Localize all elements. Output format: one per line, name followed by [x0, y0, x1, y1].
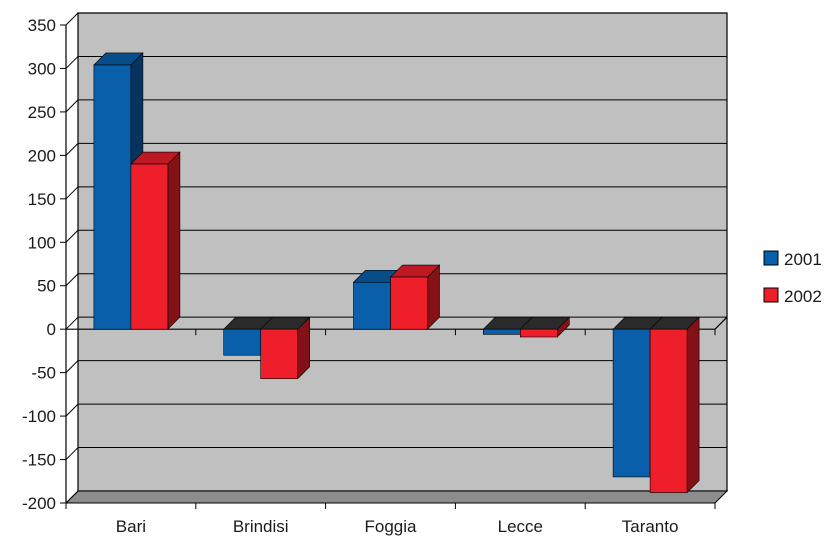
- x-tick-label: Brindisi: [233, 517, 289, 536]
- bar-front: [223, 328, 261, 356]
- gridline-connector: [65, 12, 79, 26]
- y-tick-label: 300: [28, 59, 56, 78]
- bar-front: [482, 328, 521, 335]
- bar-foggia-2002: [389, 264, 441, 330]
- bar-side: [167, 151, 181, 330]
- y-axis: 350 300 250 200 150 100 50 0 -50 -100 -150 -200: [22, 16, 67, 513]
- gridline-connector: [65, 403, 79, 417]
- legend-label-2002: 2002: [784, 287, 822, 306]
- legend-label-2001: 2001: [784, 250, 822, 269]
- plot-area: [64, 12, 729, 504]
- y-tick-label: -50: [31, 364, 56, 383]
- x-tick-label: Foggia: [365, 517, 418, 536]
- bar-side: [686, 316, 700, 494]
- gridline-connector: [65, 273, 79, 287]
- gridline-connector: [65, 447, 79, 460]
- y-tick-label: 100: [28, 233, 56, 252]
- bar-front: [649, 328, 688, 493]
- bar-front: [390, 276, 428, 330]
- bar-bari-2002: [130, 151, 181, 330]
- bar-front: [519, 328, 558, 338]
- x-tick-label: Bari: [116, 517, 146, 536]
- bar-front: [612, 328, 651, 478]
- gridline-connector: [65, 186, 79, 200]
- bar-lecce-2002: [519, 316, 571, 338]
- x-tick-label: Lecce: [498, 517, 543, 536]
- gridline-connector: [65, 99, 79, 113]
- bar-front: [353, 281, 391, 330]
- y-tick-label: -200: [22, 494, 56, 513]
- gridline-connector: [65, 143, 79, 156]
- gridline-connector: [65, 229, 79, 243]
- y-tick-label: 0: [47, 320, 56, 339]
- legend-swatch-2002: [763, 287, 779, 303]
- legend: 2001 2002: [758, 242, 836, 308]
- x-axis-depth-line: [714, 316, 728, 330]
- bar-front: [130, 163, 169, 330]
- x-axis: Bari Brindisi Foggia Lecce Taranto: [65, 316, 728, 536]
- legend-swatch-2001: [763, 250, 779, 266]
- gridline-connector: [65, 316, 79, 330]
- y-tick-label: -150: [22, 451, 56, 470]
- gridline-connector: [65, 360, 79, 373]
- y-tick-label: 350: [28, 16, 56, 35]
- bar-brindisi-2002: [259, 316, 311, 380]
- bar-front: [93, 64, 132, 330]
- y-tick-label: 200: [28, 146, 56, 165]
- x-tick-label: Taranto: [622, 517, 679, 536]
- bar-taranto-2002: [649, 316, 700, 494]
- bar-front: [260, 328, 299, 380]
- bars: [93, 52, 700, 494]
- plot-floor: [64, 490, 729, 504]
- y-tick-label: 150: [28, 190, 56, 209]
- gridline-connector: [65, 490, 79, 504]
- y-tick-label: 50: [37, 277, 56, 296]
- y-tick-label: 250: [28, 103, 56, 122]
- y-tick-label: -100: [22, 407, 56, 426]
- gridline-connector: [65, 56, 79, 69]
